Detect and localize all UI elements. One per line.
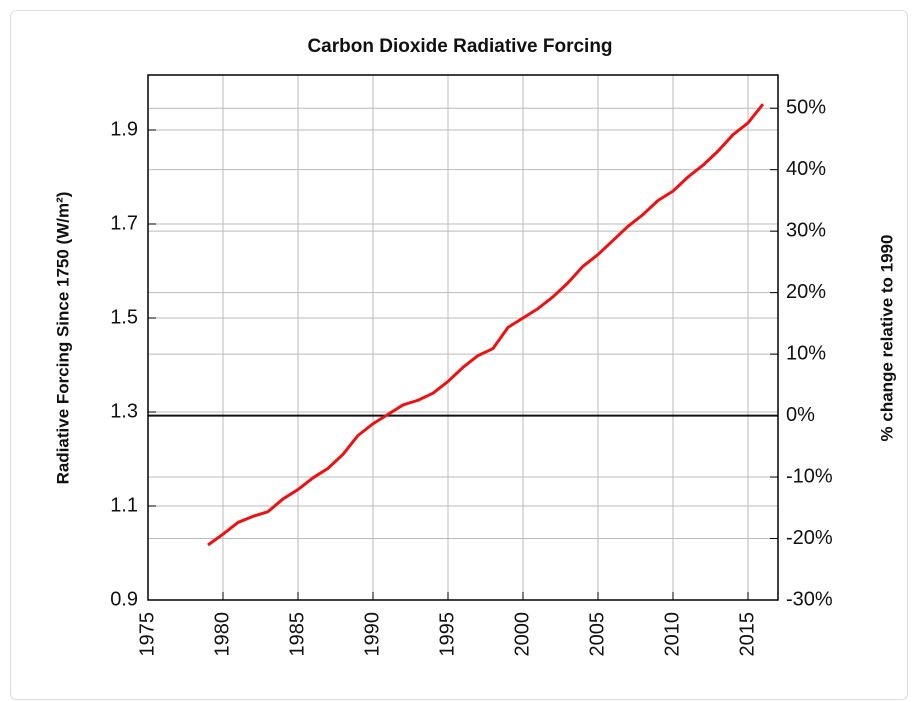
y-tick-label: 1.3 <box>110 400 138 422</box>
x-tick-label: 1975 <box>136 612 158 657</box>
x-tick-label: 2000 <box>511 612 533 657</box>
y2-tick-label: 0% <box>786 404 815 426</box>
x-tick-label: 1990 <box>361 612 383 657</box>
y2-tick-label: 20% <box>786 281 826 303</box>
y-tick-label: 1.9 <box>110 118 138 140</box>
y-tick-label: 1.7 <box>110 212 138 234</box>
plot-frame <box>147 74 779 601</box>
y2-tick-label: -10% <box>786 465 833 487</box>
data-line <box>207 103 765 547</box>
y-tick-label: 1.5 <box>110 306 138 328</box>
y-axis-title: Radiative Forcing Since 1750 (W/m²) <box>53 192 72 485</box>
y-tick-label: 0.9 <box>110 588 138 610</box>
y-tick-label: 1.1 <box>110 494 138 516</box>
y2-tick-label: 10% <box>786 342 826 364</box>
y2-tick-label: -20% <box>786 527 833 549</box>
card <box>10 10 908 700</box>
x-tick-label: 2010 <box>661 612 683 657</box>
y2-tick-label: 40% <box>786 158 826 180</box>
x-tick-label: 2015 <box>736 612 758 657</box>
x-tick-label: 1985 <box>286 612 308 657</box>
chart-title: Carbon Dioxide Radiative Forcing <box>307 36 612 57</box>
x-tick-label: 1980 <box>211 612 233 657</box>
y2-tick-label: 50% <box>786 96 826 118</box>
x-tick-label: 2005 <box>586 612 608 657</box>
x-tick-label: 1995 <box>436 612 458 657</box>
y2-axis-title: % change relative to 1990 <box>877 235 896 442</box>
y2-tick-label: 30% <box>786 219 826 241</box>
y2-tick-label: -30% <box>786 588 833 610</box>
